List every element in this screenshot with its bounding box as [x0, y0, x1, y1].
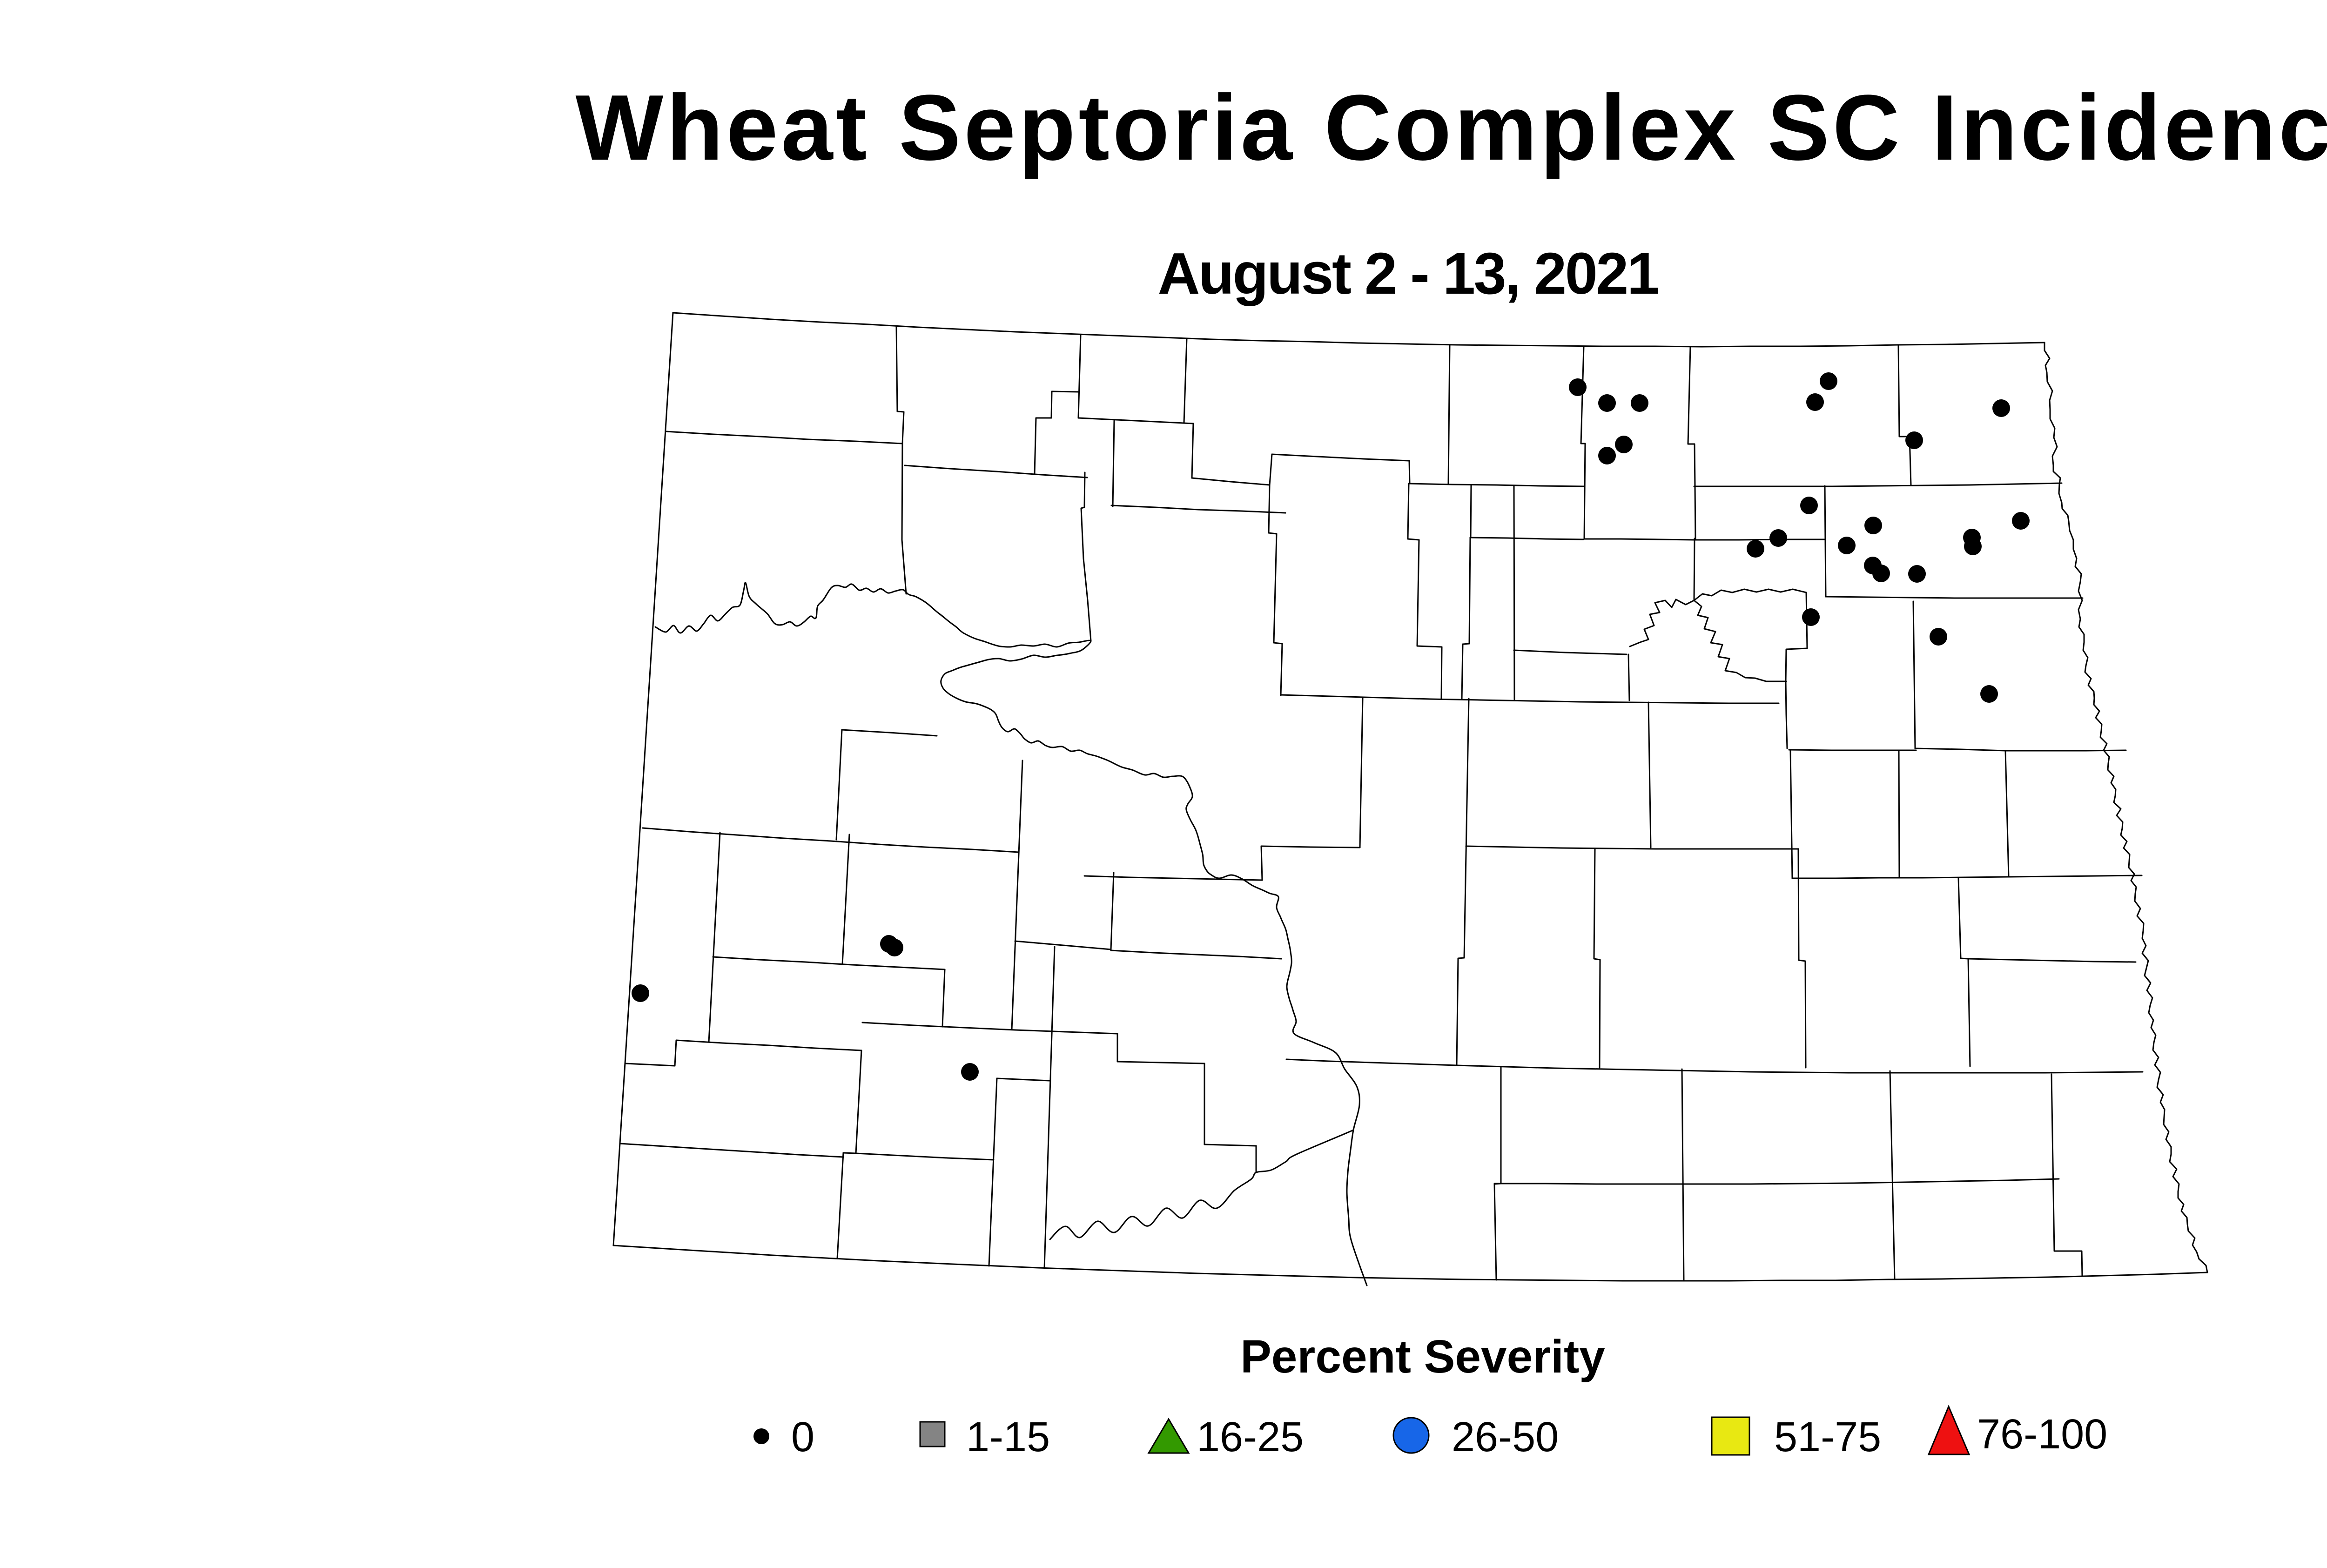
svg-text:1-15: 1-15 — [966, 1414, 1050, 1460]
svg-text:76-100: 76-100 — [1977, 1411, 2107, 1458]
svg-text:16-25: 16-25 — [1197, 1414, 1304, 1460]
svg-text:0: 0 — [791, 1414, 814, 1460]
svg-text:26-50: 26-50 — [1452, 1414, 1559, 1460]
svg-text:51-75: 51-75 — [1774, 1414, 1881, 1460]
